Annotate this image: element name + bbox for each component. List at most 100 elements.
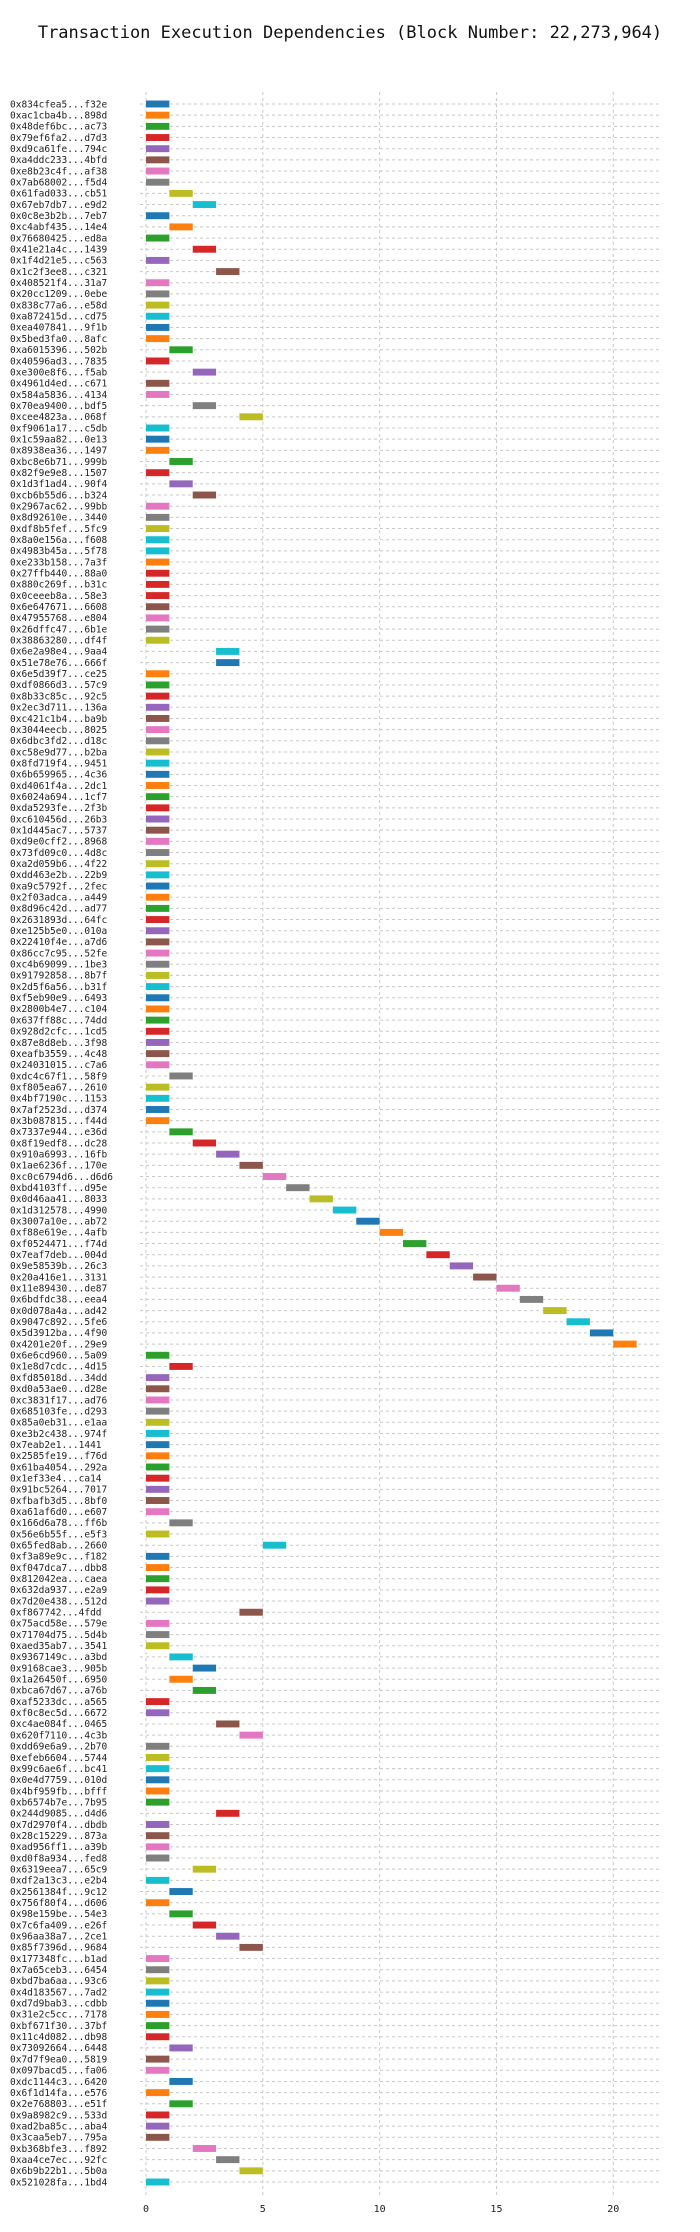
tx-label: 0x8fd719f4...9451 — [10, 758, 108, 769]
tx-label: 0x82f9e9e8...1507 — [10, 468, 107, 479]
tx-bar — [146, 547, 170, 555]
tx-bar — [449, 1262, 474, 1270]
tx-label: 0xa872415d...cd75 — [10, 312, 107, 323]
tx-label: 0x6e647671...6608 — [10, 602, 108, 613]
tx-label: 0x244d9085...d4d6 — [10, 1809, 108, 1820]
tx-label: 0xf047dca7...dbb8 — [10, 1563, 108, 1574]
tx-label: 0x6bdfdc38...eea4 — [10, 1295, 108, 1306]
tx-bar — [169, 1675, 193, 1683]
tx-bar — [146, 290, 170, 298]
tx-bar — [146, 1765, 170, 1773]
tx-bar — [146, 1407, 170, 1415]
tx-label: 0xa61af6d0...e607 — [10, 1507, 107, 1518]
tx-bar — [146, 1832, 170, 1840]
tx-label: 0x40596ad3...7835 — [10, 356, 107, 367]
tx-bar — [239, 1608, 263, 1616]
tx-bar — [192, 201, 217, 209]
tx-label: 0x1d312578...4990 — [10, 1205, 108, 1216]
tx-label: 0x96aa38a7...2ce1 — [10, 1932, 108, 1943]
tx-label: 0x26dffc47...6b1e — [10, 624, 108, 635]
tx-bar — [146, 1552, 170, 1560]
tx-bar — [192, 1921, 217, 1929]
tx-bar — [146, 983, 170, 991]
tx-bar — [146, 748, 170, 756]
tx-bar — [146, 1117, 170, 1125]
tx-label: 0x408521f4...31a7 — [10, 278, 107, 289]
tx-label: 0x756f80f4...d606 — [10, 1898, 108, 1909]
tx-bar — [146, 1396, 170, 1404]
tx-label: 0xf5eb90e9...6493 — [10, 993, 107, 1004]
tx-bar — [192, 1139, 217, 1147]
tx-bar — [146, 1474, 170, 1482]
tx-bar — [169, 1128, 193, 1136]
tx-label: 0x20a416e1...3131 — [10, 1272, 108, 1283]
tx-bar — [146, 1430, 170, 1437]
tx-label: 0xc4b69099...1be3 — [10, 960, 107, 971]
tx-bar — [146, 513, 170, 521]
tx-label: 0x2800b4e7...c104 — [10, 1004, 108, 1015]
tx-bar — [216, 1932, 240, 1940]
tx-label: 0x91bc5264...7017 — [10, 1485, 107, 1496]
tx-bar — [146, 1016, 170, 1024]
tx-label: 0xa2d059b6...4f22 — [10, 859, 107, 870]
tx-label: 0x928d2cfc...1cd5 — [10, 1027, 107, 1038]
tx-bar — [169, 2044, 193, 2052]
tx-bar — [146, 379, 170, 387]
tx-bar — [146, 826, 170, 834]
tx-label: 0x2e768803...e51f — [10, 2099, 107, 2110]
tx-label: 0x4d183567...7ad2 — [10, 1987, 107, 1998]
tx-label: 0x91792858...8b7f — [10, 971, 107, 982]
tx-label: 0x6b659965...4c36 — [10, 770, 108, 781]
tx-bar — [146, 391, 170, 398]
tx-bar — [146, 580, 170, 588]
tx-label: 0x1d445ac7...5737 — [10, 825, 107, 836]
tx-label: 0xf3a89e9c...f182 — [10, 1552, 107, 1563]
tx-label: 0x7d20e438...512d — [10, 1596, 107, 1607]
tx-bar — [146, 279, 170, 287]
tx-label: 0x8b33c85c...92c5 — [10, 691, 107, 702]
tx-bar — [146, 1530, 170, 1538]
tx-bar — [146, 122, 170, 130]
tx-bar — [146, 1631, 170, 1639]
tx-label: 0x31e2c5cc...7178 — [10, 2010, 108, 2021]
tx-label: 0xe300e8f6...f5ab — [10, 367, 108, 378]
tx-bar — [146, 1821, 170, 1828]
tx-bar — [146, 1485, 170, 1493]
tx-label: 0x67eb7db7...e9d2 — [10, 200, 107, 211]
tx-bar — [146, 670, 170, 678]
tx-label: 0x73fd09c0...4d8c — [10, 848, 107, 859]
tx-bar — [146, 882, 170, 890]
tx-label: 0x685103fe...d293 — [10, 1406, 107, 1417]
tx-bar — [169, 1653, 193, 1661]
tx-label: 0xcee4823a...068f — [10, 412, 107, 423]
tx-label: 0x0c8e3b2b...7eb7 — [10, 211, 107, 222]
tx-bar — [146, 1564, 170, 1572]
tx-label: 0x1f4d21e5...c563 — [10, 256, 107, 267]
tx-bar — [192, 1686, 217, 1694]
tx-label: 0x177348fc...b1ad — [10, 1954, 107, 1965]
tx-bar — [146, 1351, 170, 1359]
tx-bar — [146, 1999, 170, 2007]
tx-bar — [146, 1575, 170, 1583]
tx-label: 0xf0c8ec5d...6672 — [10, 1708, 107, 1719]
tx-bar — [146, 1988, 170, 1996]
tx-label: 0x8f19edf8...dc28 — [10, 1138, 108, 1149]
tx-bar — [146, 1374, 170, 1382]
tx-label: 0x61fad033...cb51 — [10, 189, 108, 200]
tx-label: 0x3044eecb...8025 — [10, 725, 107, 736]
tx-label: 0x9e58539b...26c3 — [10, 1261, 107, 1272]
tx-bar — [146, 301, 170, 309]
tx-label: 0xc4ae084f...0465 — [10, 1719, 107, 1730]
tx-bar — [146, 2111, 170, 2119]
tx-bar — [146, 212, 170, 220]
tx-label: 0x0ceeeb8a...58e3 — [10, 591, 107, 602]
tx-bar — [356, 1217, 380, 1225]
tx-label: 0x48def6bc...ac73 — [10, 122, 107, 133]
tx-bar — [146, 893, 170, 901]
tx-label: 0xbd7ba6aa...93c6 — [10, 1976, 108, 1987]
tx-label: 0x1ae6236f...170e — [10, 1161, 108, 1172]
tx-bar — [146, 2055, 170, 2063]
tx-bar — [146, 2089, 170, 2097]
tx-bar — [146, 502, 170, 510]
tx-bar — [146, 592, 170, 600]
